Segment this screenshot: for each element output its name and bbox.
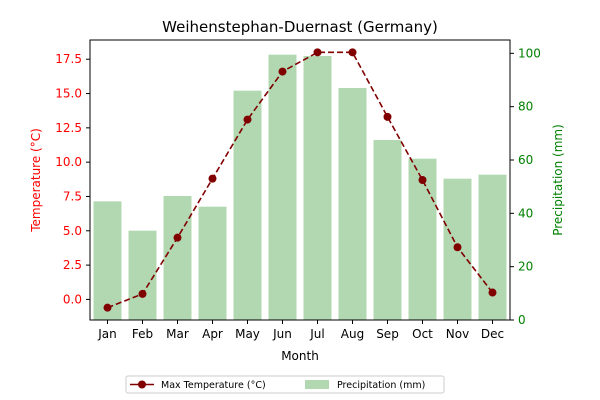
temperature-point-dec <box>488 288 497 297</box>
temperature-point-oct <box>418 176 427 184</box>
right-tick-label: 20 <box>518 260 533 274</box>
legend-marker-swatch <box>138 380 146 389</box>
left-tick-label: 17.5 <box>55 52 82 66</box>
left-tick-label: 2.5 <box>63 258 82 272</box>
x-tick-label: Jan <box>97 327 117 341</box>
x-tick-label: Jul <box>309 327 324 341</box>
temperature-line-path <box>107 51 494 309</box>
right-tick-label: 80 <box>518 100 533 114</box>
plot-frame <box>89 39 511 321</box>
precipitation-bar-sep <box>373 140 402 320</box>
left-tick-label: 7.5 <box>63 189 82 203</box>
chart-title: Weihenstephan-Duernast (Germany) <box>162 18 438 36</box>
x-tick-label: Oct <box>412 327 433 341</box>
x-tick-label: Sep <box>376 327 399 341</box>
right-tick-label: 0 <box>518 313 526 327</box>
left-tick-label: 12.5 <box>55 121 82 135</box>
precipitation-bar-aug <box>338 88 367 320</box>
temperature-point-nov <box>453 243 462 252</box>
right-axis-label: Precipitation (mm) <box>551 124 565 236</box>
precipitation-bar-jul <box>303 56 332 320</box>
temperature-point-jun <box>278 67 287 76</box>
x-tick-label: May <box>235 327 260 341</box>
x-tick-label: Aug <box>341 327 364 341</box>
left-tick-label: 10.0 <box>55 155 82 169</box>
temperature-point-aug <box>348 48 357 57</box>
left-tick-label: 15.0 <box>55 87 82 101</box>
legend-entry-temperature: Max Temperature (°C) <box>161 380 266 391</box>
x-tick-label: Jun <box>272 327 292 341</box>
precipitation-bar-apr <box>198 206 227 320</box>
right-axis-ticks: 0 20 40 60 80 100 <box>510 46 541 327</box>
temperature-point-sep <box>383 112 392 121</box>
temperature-line <box>103 48 497 312</box>
precipitation-bar-mar <box>163 196 192 320</box>
precipitation-bar-oct <box>408 158 437 320</box>
temperature-point-may <box>243 115 252 124</box>
x-tick-label: Apr <box>202 327 223 341</box>
right-tick-label: 40 <box>518 206 533 220</box>
temperature-point-jan <box>103 303 112 312</box>
precipitation-bar-dec <box>478 174 507 320</box>
precipitation-bar-jun <box>268 54 297 321</box>
x-tick-label: Mar <box>166 327 189 341</box>
left-tick-label: 5.0 <box>63 224 82 238</box>
left-axis-label: Temperature (°C) <box>29 128 43 233</box>
left-tick-label: 0.0 <box>63 292 82 306</box>
x-axis-label: Month <box>281 349 319 363</box>
x-tick-label: Nov <box>446 327 469 341</box>
right-tick-label: 100 <box>518 46 541 60</box>
temperature-point-apr <box>208 174 217 183</box>
x-axis-ticks: Jan Feb Mar Apr May Jun Jul Aug Sep Oct Nov Dec <box>97 320 504 341</box>
temperature-point-feb <box>138 289 147 298</box>
right-tick-label: 60 <box>518 153 533 167</box>
left-axis-ticks: 0.0 2.5 5.0 7.5 10.0 12.5 15.0 17.5 <box>55 52 90 306</box>
temperature-point-jul <box>313 48 322 57</box>
legend: Max Temperature (°C) Precipitation (mm) <box>125 375 445 394</box>
x-tick-label: Dec <box>481 327 504 341</box>
legend-entry-precipitation: Precipitation (mm) <box>337 380 425 391</box>
precipitation-bars <box>93 54 507 321</box>
x-tick-label: Feb <box>132 327 153 341</box>
precipitation-bar-jan <box>93 201 122 320</box>
precipitation-bar-may <box>233 90 262 321</box>
legend-bar-swatch <box>305 380 329 389</box>
precipitation-bar-feb <box>128 230 157 320</box>
temperature-point-mar <box>173 233 182 242</box>
legend-box <box>125 375 445 394</box>
